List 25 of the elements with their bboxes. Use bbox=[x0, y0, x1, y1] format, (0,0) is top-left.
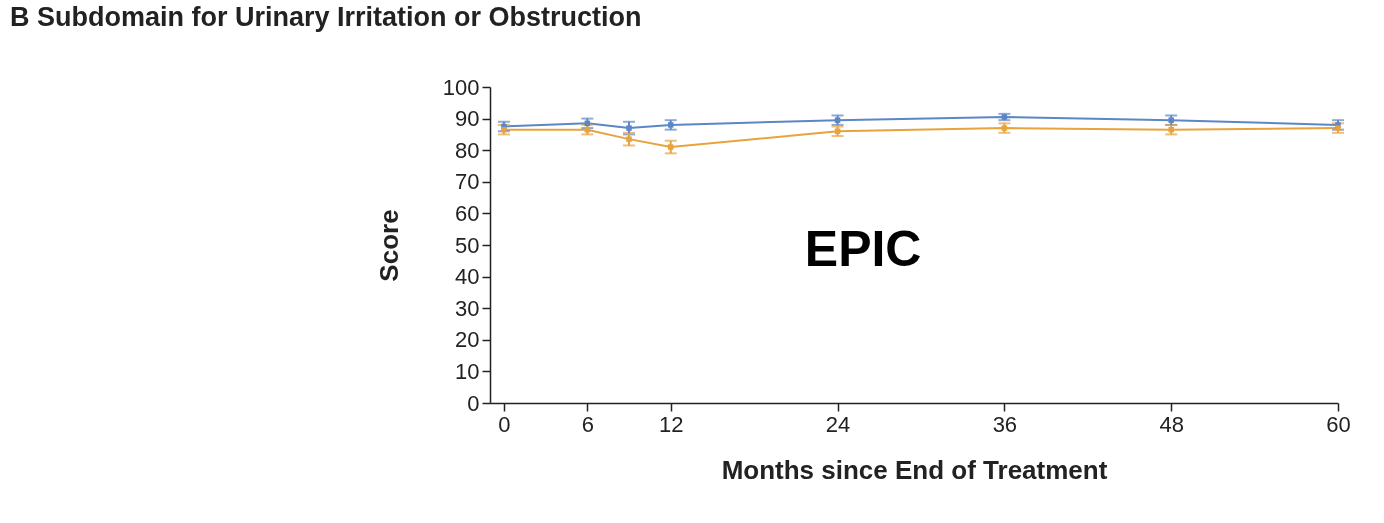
point bbox=[626, 125, 632, 131]
y-tick-label: 20 bbox=[455, 327, 480, 353]
x-tick-label: 6 bbox=[581, 411, 594, 437]
point bbox=[626, 136, 632, 142]
chart-title: B Subdomain for Urinary Irritation or Obstruction bbox=[10, 2, 642, 32]
y-tick-label: 70 bbox=[455, 169, 480, 195]
x-tick-label: 48 bbox=[1159, 411, 1184, 437]
y-tick-label: 0 bbox=[467, 390, 480, 416]
x-tick-label: 12 bbox=[658, 411, 684, 437]
x-tick-label: 36 bbox=[992, 411, 1018, 437]
x-axis-title: Months since End of Treatment bbox=[721, 454, 1108, 485]
y-tick-label: 100 bbox=[442, 74, 480, 100]
y-tick-label: 40 bbox=[455, 264, 480, 290]
y-tick-label: 60 bbox=[455, 200, 480, 226]
y-tick-label: 10 bbox=[455, 358, 480, 384]
x-tick-label: 24 bbox=[825, 411, 851, 437]
point bbox=[667, 144, 674, 150]
y-axis-title: Score bbox=[373, 209, 404, 282]
x-tick-label: 0 bbox=[498, 411, 511, 437]
y-tick-label: 30 bbox=[455, 295, 480, 321]
y-tick-label: 80 bbox=[455, 137, 480, 163]
y-tick-label: 50 bbox=[455, 232, 480, 258]
x-tick-label: 60 bbox=[1326, 411, 1351, 437]
annotation: EPIC bbox=[804, 221, 922, 278]
y-tick-label: 90 bbox=[455, 106, 480, 132]
